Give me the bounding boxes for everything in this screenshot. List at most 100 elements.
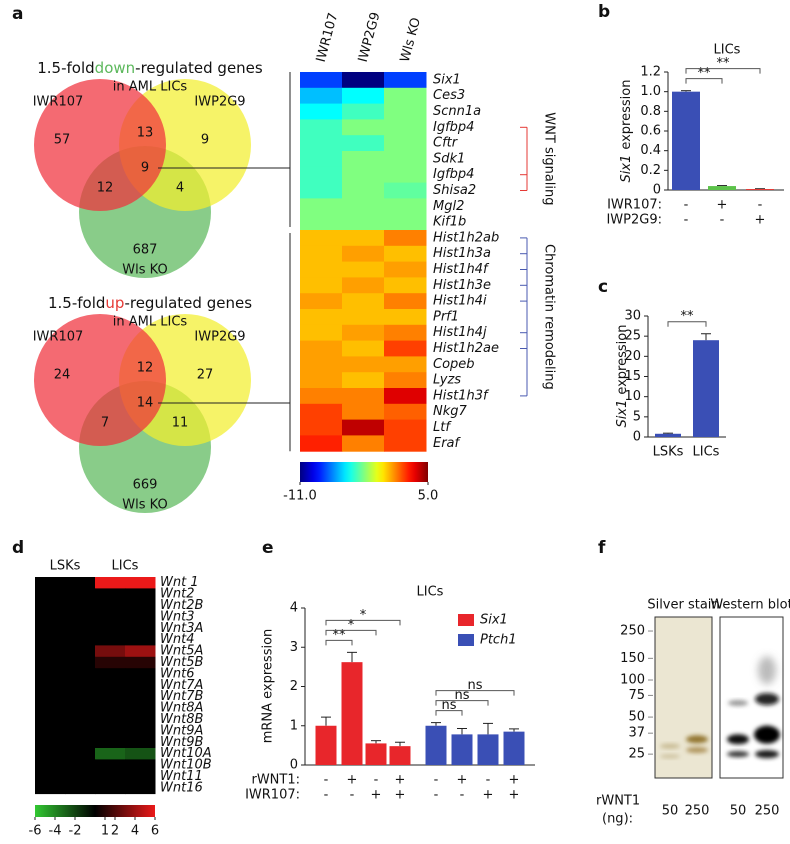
- significance-bracket: [435, 700, 489, 706]
- row-label: Wnt8A: [160, 701, 203, 716]
- column-label: LSKs: [50, 559, 81, 574]
- heat-cell: [300, 245, 343, 263]
- heat-cell: [384, 151, 427, 168]
- bar: [425, 725, 447, 765]
- heat-cell: [65, 656, 96, 669]
- heat-cell: [35, 645, 66, 658]
- heat-cell: [35, 702, 66, 715]
- heat-cell: [384, 340, 427, 357]
- venn-title: in AML LICs: [113, 80, 188, 95]
- row-label: Hist1h3a: [433, 246, 491, 261]
- heat-cell: [35, 770, 66, 783]
- set-label: Wls KO: [122, 498, 167, 513]
- colorbar-label: 6: [151, 824, 159, 839]
- heat-cell: [300, 198, 343, 215]
- y-tick-label: 0: [633, 430, 641, 445]
- significance-bracket: [325, 639, 353, 646]
- colorbar-label: 2: [111, 824, 119, 839]
- condition-value: -: [374, 773, 379, 788]
- heat-cell: [384, 214, 427, 231]
- heat-cell: [125, 691, 156, 703]
- heat-cell: [384, 293, 427, 310]
- bar: [693, 340, 719, 437]
- y-tick-label: 20: [624, 349, 641, 364]
- row-label: Wnt3: [160, 609, 194, 624]
- y-tick-label: 25: [624, 329, 641, 344]
- heat-cell: [65, 668, 96, 681]
- legend-label: Ptch1: [480, 633, 517, 648]
- colorbar-label: 4: [131, 824, 139, 839]
- set-label: IWR107: [33, 95, 84, 110]
- y-tick-label: 15: [624, 369, 641, 384]
- heat-cell: [65, 691, 96, 703]
- marker-label: 50: [628, 710, 645, 725]
- blot-title: Western blot: [710, 598, 790, 613]
- condition-value: +: [509, 773, 520, 788]
- bar: [503, 731, 525, 765]
- significance-bracket: [325, 629, 377, 636]
- y-tick-label: 4: [290, 601, 298, 616]
- significance-label: **: [681, 309, 695, 324]
- condition-value: -: [350, 788, 355, 803]
- bar: [708, 186, 736, 190]
- heat-cell: [300, 372, 343, 389]
- heat-cell: [300, 214, 343, 231]
- marker-label: 100: [620, 673, 645, 688]
- y-label-part: Six1: [615, 400, 630, 428]
- heat-cell: [342, 166, 385, 184]
- region-count: 57: [54, 133, 71, 148]
- y-tick-label: 1: [290, 718, 298, 733]
- region-count: 687: [133, 243, 158, 258]
- y-axis-label: Six1 expression: [619, 80, 634, 183]
- row-label: Sdk1: [433, 151, 465, 166]
- lane-axis-label: rWNT1: [596, 794, 640, 809]
- bar: [341, 662, 363, 765]
- condition-label: IWR107:: [607, 198, 662, 213]
- heat-cell: [95, 634, 126, 646]
- heat-cell: [384, 261, 427, 278]
- y-tick-label: 5: [633, 409, 641, 424]
- row-label: Hist1h2ae: [433, 341, 499, 356]
- lane-label: 250: [755, 804, 780, 819]
- heat-cell: [300, 324, 343, 342]
- row-label: Scnn1a: [433, 104, 481, 119]
- heat-cell: [342, 198, 385, 215]
- region-count: 4: [176, 181, 184, 196]
- row-label: Copeb: [433, 357, 475, 372]
- legend-label: Six1: [480, 613, 508, 628]
- row-label: Hist1h4f: [433, 262, 490, 277]
- condition-value: -: [720, 213, 725, 228]
- group-label: Chromatin remodeling: [542, 244, 557, 390]
- condition-value: +: [457, 773, 468, 788]
- heat-cell: [125, 634, 156, 646]
- heat-cell: [342, 182, 385, 199]
- heat-cell: [384, 166, 427, 184]
- heat-cell: [95, 713, 126, 726]
- heat-cell: [35, 634, 66, 646]
- heat-cell: [65, 622, 96, 635]
- condition-value: +: [755, 213, 766, 228]
- condition-value: +: [371, 788, 382, 803]
- region-count: 12: [97, 181, 114, 196]
- panel-label: b: [598, 2, 610, 22]
- row-label: Six1: [433, 72, 461, 87]
- y-tick-label: 10: [624, 389, 641, 404]
- heat-cell: [384, 87, 427, 105]
- region-count: 7: [101, 416, 109, 431]
- heat-cell: [65, 645, 96, 658]
- heat-cell: [342, 87, 385, 105]
- legend-swatch: [458, 614, 474, 626]
- heat-cell: [125, 770, 156, 783]
- row-label: Wnt3A: [160, 621, 203, 636]
- heat-cell: [125, 599, 156, 612]
- column-label: LICs: [112, 559, 139, 574]
- lane-label: 50: [662, 804, 679, 819]
- heat-cell: [384, 309, 427, 326]
- lane-label: 50: [730, 804, 747, 819]
- region-count: 9: [201, 133, 209, 148]
- heat-cell: [342, 309, 385, 326]
- heat-cell: [65, 713, 96, 726]
- title-part: down: [95, 59, 135, 77]
- venn-set: [34, 79, 166, 211]
